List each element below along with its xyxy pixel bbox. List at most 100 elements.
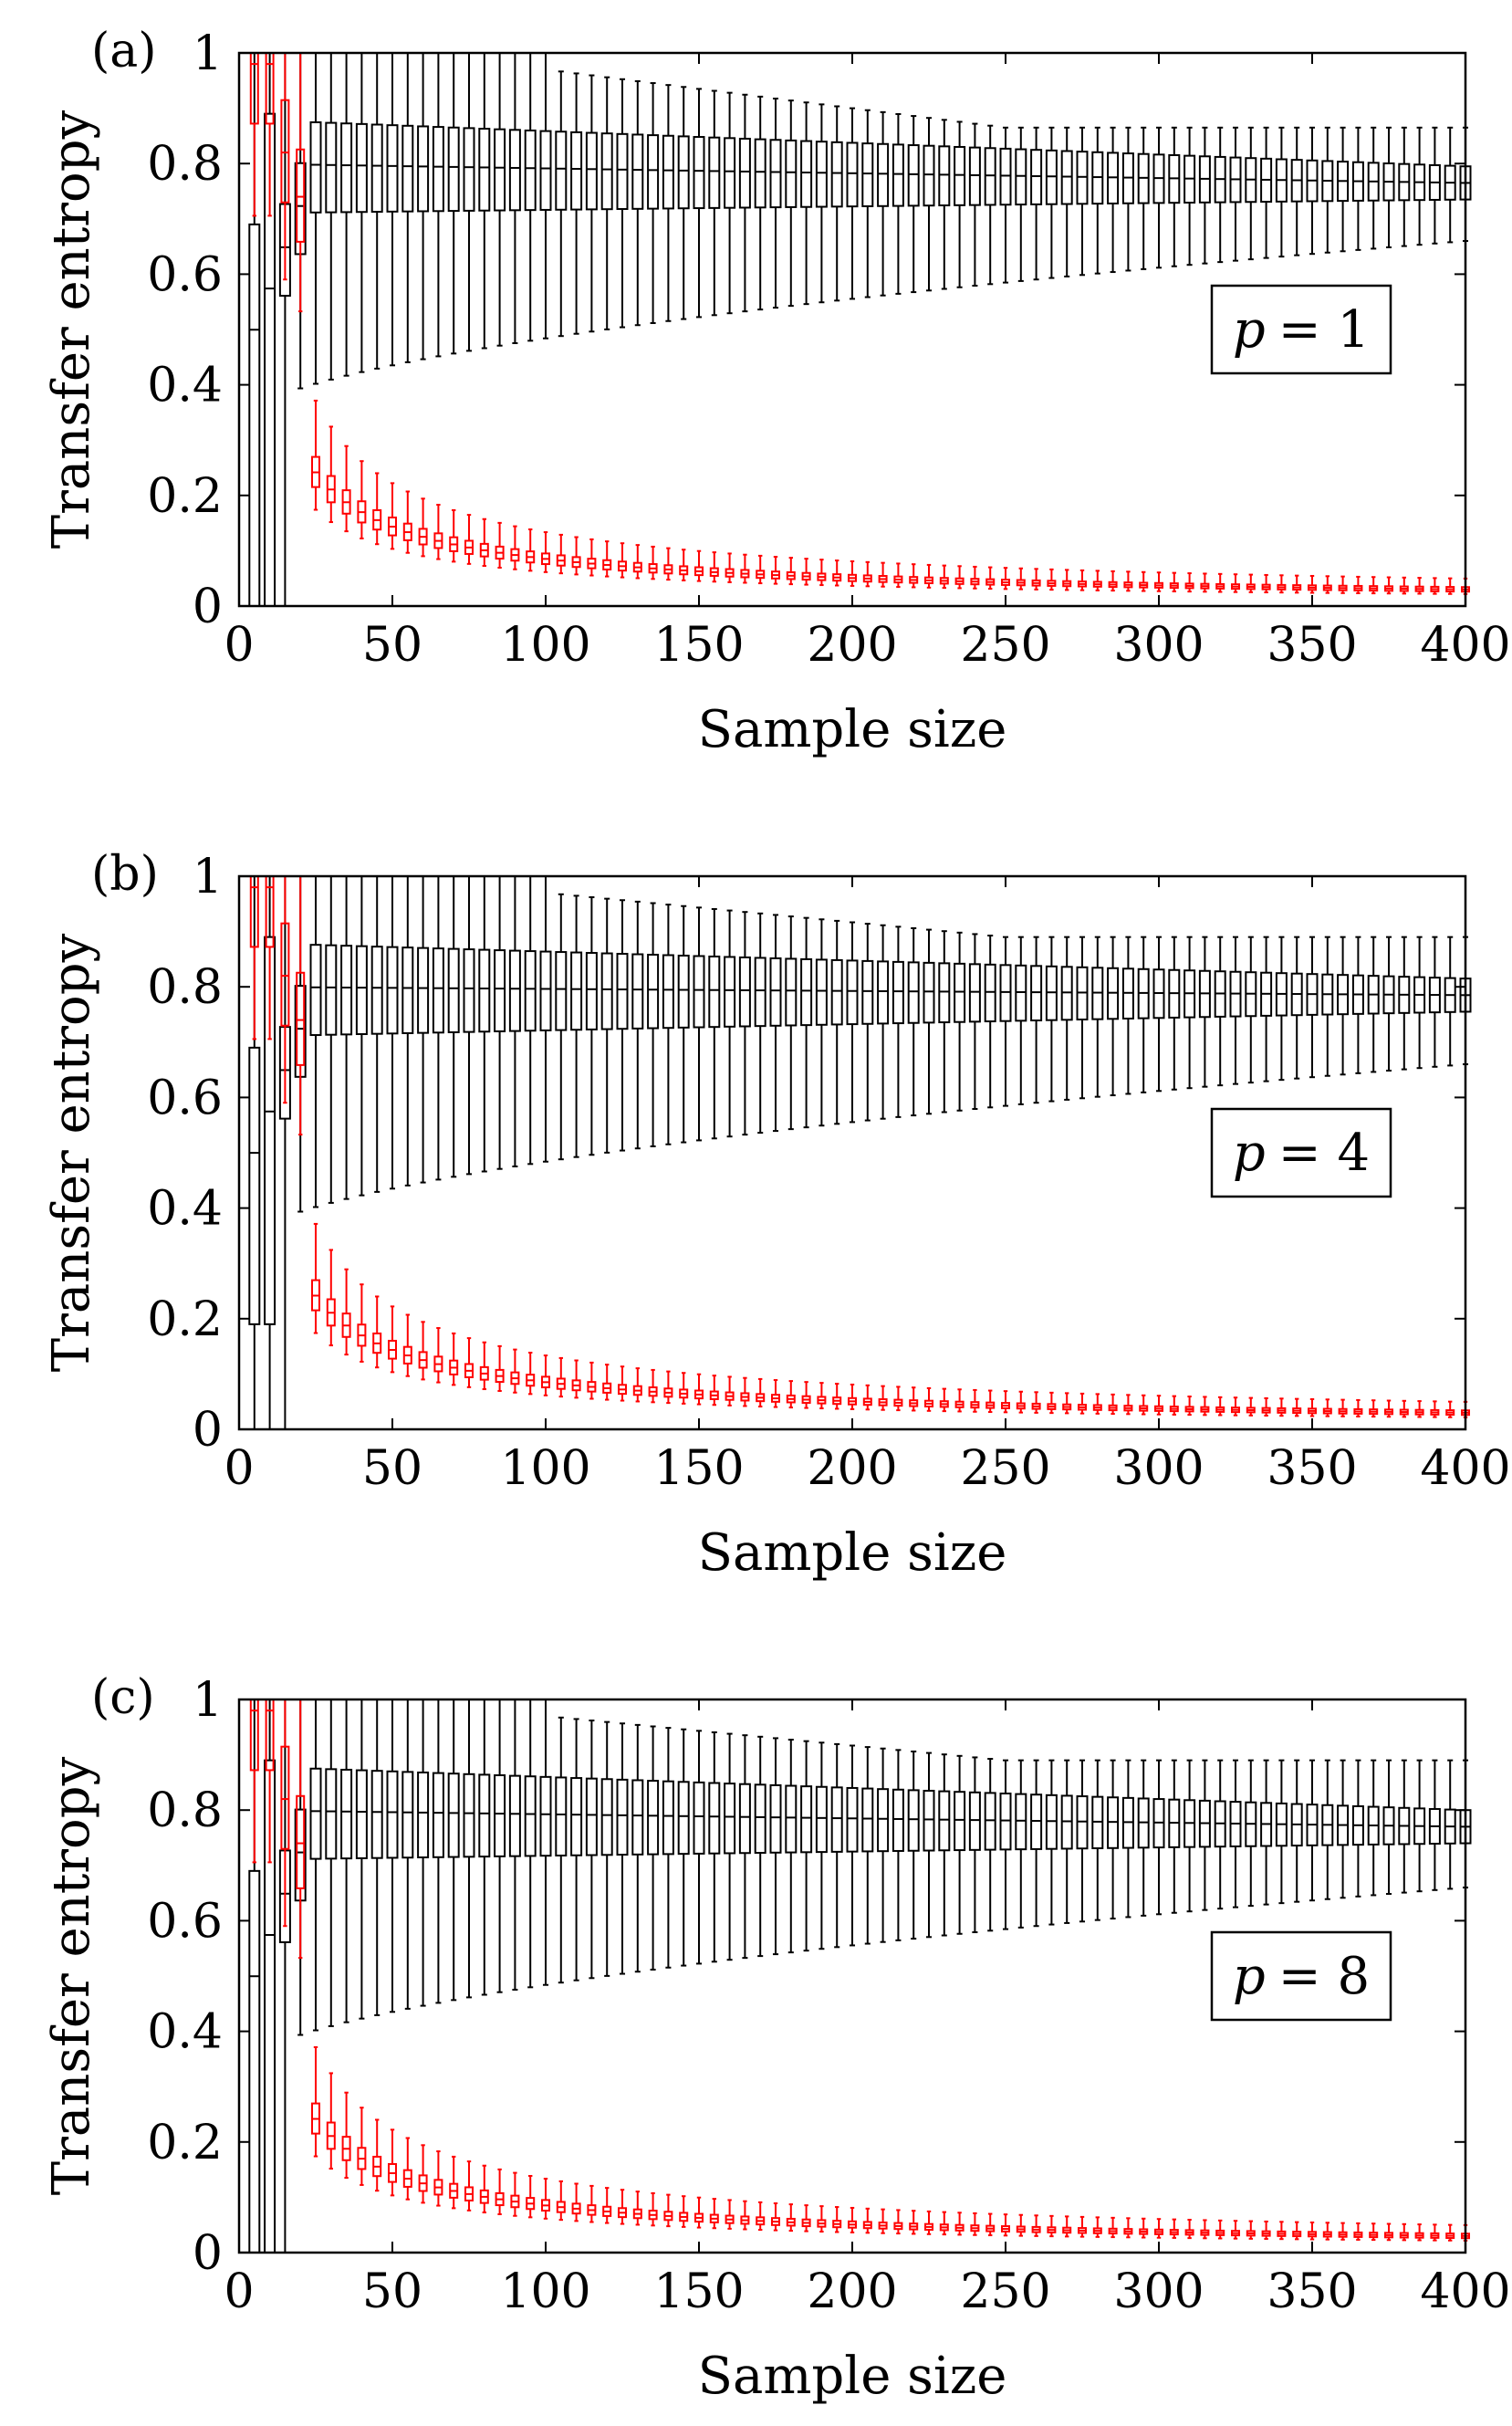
signal-box	[355, 52, 368, 373]
null-box	[1445, 2223, 1455, 2242]
x-tick-label: 200	[807, 618, 897, 673]
signal-box	[432, 52, 444, 358]
legend-box: p = 1	[1210, 284, 1392, 375]
null-box	[372, 1295, 382, 1369]
iqr-box	[647, 1780, 660, 1856]
iqr-box	[386, 1770, 399, 1859]
null-box	[1430, 1400, 1440, 1418]
signal-box	[401, 1699, 414, 2010]
iqr-box	[309, 120, 322, 214]
signal-box	[1367, 126, 1380, 250]
null-box	[1184, 2219, 1194, 2240]
iqr-box	[662, 134, 674, 210]
iqr-box	[923, 144, 935, 207]
signal-box	[647, 1725, 660, 1971]
null-box	[418, 2144, 428, 2204]
null-box	[556, 533, 566, 575]
iqr-box	[386, 946, 399, 1035]
null-box	[1338, 2222, 1348, 2241]
signal-box	[370, 1699, 383, 2016]
iqr-box	[968, 146, 981, 206]
null-box	[311, 1222, 320, 1334]
null-box	[1123, 570, 1133, 592]
iqr-box	[647, 954, 660, 1030]
y-tick-label: 0	[193, 2226, 223, 2281]
iqr-box	[417, 946, 430, 1034]
iqr-box	[631, 953, 644, 1030]
x-tick-label: 300	[1113, 1441, 1204, 1496]
iqr-box	[677, 1781, 690, 1856]
null-box	[541, 1354, 550, 1396]
signal-box	[1382, 1759, 1395, 1896]
iqr-box	[738, 137, 751, 209]
null-box	[296, 1699, 306, 1960]
x-tick-label: 150	[653, 618, 744, 673]
null-box	[663, 1370, 673, 1405]
signal-box	[708, 89, 721, 317]
signal-box	[846, 107, 859, 300]
signal-box	[494, 52, 506, 347]
null-box	[418, 497, 428, 558]
iqr-box	[754, 957, 766, 1028]
null-box	[1246, 1396, 1256, 1417]
iqr-box	[861, 959, 874, 1025]
signal-box	[647, 82, 660, 324]
signal-box	[539, 52, 552, 340]
signal-box	[724, 91, 736, 315]
iqr-box	[800, 1785, 813, 1854]
signal-box	[647, 902, 660, 1147]
iqr-box	[524, 1775, 537, 1857]
null-box	[663, 2193, 673, 2228]
null-box	[433, 1327, 443, 1384]
null-box	[740, 1376, 750, 1407]
iqr-box	[248, 223, 261, 608]
iqr-box	[631, 1779, 644, 1856]
y-tick-label: 0.2	[147, 1292, 223, 1347]
x-tick-label: 400	[1420, 2264, 1510, 2319]
signal-box	[861, 109, 874, 298]
null-box	[1292, 2221, 1302, 2241]
null-box	[296, 52, 306, 313]
y-tick-label: 0	[193, 580, 223, 634]
signal-box	[846, 1744, 859, 1947]
iqr-box	[1030, 965, 1043, 1022]
iqr-box	[815, 958, 828, 1026]
signal-box	[524, 52, 537, 342]
signal-box	[1168, 1759, 1181, 1914]
null-box	[618, 542, 627, 579]
y-tick-label: 0.8	[147, 960, 223, 1015]
signal-box	[1245, 936, 1257, 1084]
iqr-box	[769, 1783, 782, 1854]
null-box	[326, 425, 336, 524]
signal-box	[800, 1740, 813, 1952]
iqr-box	[785, 139, 798, 208]
signal-box	[1137, 936, 1150, 1093]
signal-box	[1351, 126, 1364, 251]
null-box	[848, 2206, 857, 2233]
signal-box	[1137, 1759, 1150, 1917]
null-box	[848, 559, 857, 587]
iqr-box	[280, 99, 290, 204]
null-box	[924, 1386, 933, 1412]
null-box	[1338, 1398, 1348, 1417]
signal-box	[1290, 126, 1303, 256]
signal-box	[309, 875, 322, 1208]
signal-box	[1260, 1759, 1273, 1906]
signal-box	[1413, 1759, 1426, 1893]
iqr-box	[340, 945, 353, 1036]
signal-box	[585, 1720, 598, 1980]
null-box	[1062, 1392, 1072, 1415]
x-tick-label: 50	[362, 2264, 422, 2319]
signal-box	[754, 95, 766, 311]
null-box	[985, 1389, 996, 1414]
legend-var: p	[1233, 1124, 1266, 1183]
signal-box	[631, 1723, 644, 1973]
null-box	[1123, 1394, 1133, 1416]
null-box	[1016, 567, 1026, 591]
x-tick-label: 0	[224, 618, 254, 673]
signal-box	[1015, 936, 1027, 1105]
iqr-box	[570, 1777, 583, 1856]
panel-c-ticks: 0 50 100 150 200 250 300 350 400 0 0.2 0.4 0.6 0.8 1	[147, 1673, 1510, 2319]
null-box	[1001, 567, 1010, 591]
iqr-box	[325, 1768, 338, 1860]
